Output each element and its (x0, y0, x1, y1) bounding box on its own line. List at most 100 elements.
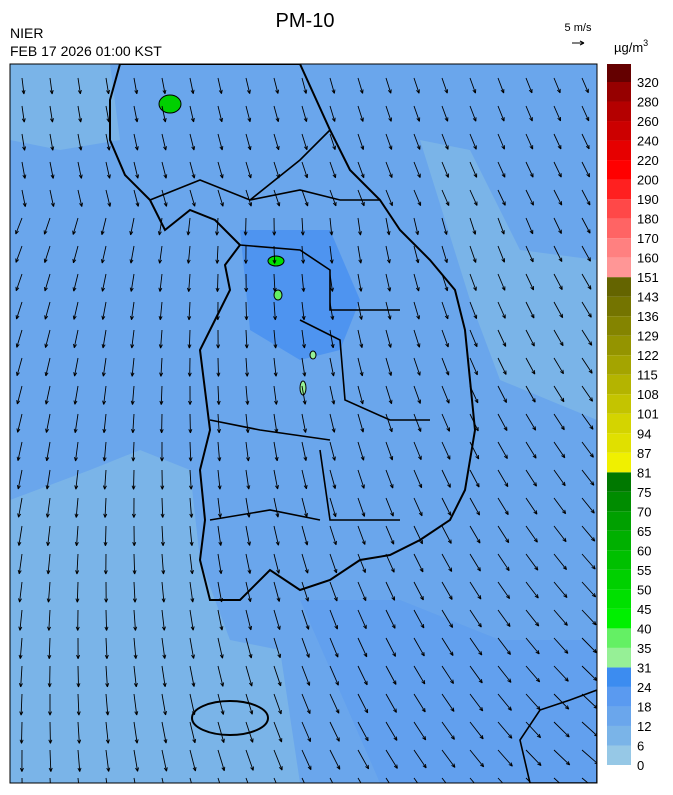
wind-arrow (385, 497, 394, 517)
wind-arrow (18, 609, 23, 631)
wind-arrow (553, 553, 568, 571)
wind-arrow (21, 161, 27, 179)
wind-arrow (130, 357, 135, 377)
wind-arrow (301, 749, 312, 771)
wind-arrow (189, 581, 195, 603)
wind-arrow (441, 581, 453, 600)
colorbar-segment (607, 394, 631, 414)
wind-arrow (133, 161, 140, 179)
wind-arrow (329, 525, 337, 546)
wind-arrow (273, 161, 280, 179)
wind-arrow (413, 161, 421, 178)
colorbar-label: 12 (637, 719, 651, 734)
wind-arrow (49, 161, 55, 179)
japan-coast (519, 689, 597, 783)
wind-arrow (329, 497, 337, 518)
wind-arrow (216, 385, 221, 405)
wind-arrow (217, 161, 224, 179)
wind-arrow (301, 497, 308, 518)
colorbar-segment (607, 316, 631, 336)
wind-arrow (525, 245, 534, 263)
wind-arrow (245, 161, 252, 179)
wind-arrow (497, 189, 506, 206)
wind-arrow (72, 245, 79, 264)
wind-arrow (329, 553, 338, 574)
wind-arrow (357, 749, 370, 770)
wind-arrow (581, 133, 590, 150)
wind-arrow (581, 441, 594, 458)
wind-arrow (131, 441, 136, 462)
wind-arrow (132, 553, 137, 575)
wind-arrow (441, 497, 452, 516)
wind-arrow (441, 525, 452, 544)
wind-arrow (21, 777, 23, 783)
wind-arrow (469, 189, 478, 206)
wind-arrow (469, 777, 475, 783)
wind-arrow (217, 665, 225, 687)
colorbar-segment (607, 82, 631, 102)
wind-arrow (301, 637, 310, 658)
wind-arrow (15, 329, 23, 348)
wind-arrow (16, 413, 23, 433)
hotspot (309, 350, 317, 360)
wind-arrow (497, 609, 511, 628)
wind-arrow (525, 273, 535, 291)
wind-arrow (469, 105, 477, 122)
wind-arrow (245, 413, 250, 434)
wind-arrow (441, 385, 450, 404)
wind-arrow (413, 329, 421, 348)
colorbar-label: 18 (637, 699, 651, 714)
wind-arrow (497, 721, 513, 739)
jeju-island (191, 700, 269, 736)
colorbar-label: 45 (637, 602, 651, 617)
wind-arrow (187, 329, 192, 349)
wind-arrow (217, 609, 224, 631)
wind-arrow (497, 581, 511, 600)
wind-arrow (159, 385, 164, 405)
wind-arrow (243, 217, 248, 236)
wind-arrow (301, 133, 308, 151)
wind-arrow (217, 189, 224, 207)
wind-arrow (273, 385, 278, 405)
wind-arrow (186, 273, 191, 292)
wind-arrow (441, 133, 449, 150)
wind-arrow (77, 749, 82, 772)
wind-arrow (16, 469, 23, 490)
wind-arrow (105, 77, 111, 95)
wind-arrow (553, 525, 567, 543)
wind-arrow (469, 329, 478, 348)
wind-arrow (357, 581, 367, 602)
wind-arrow (357, 441, 365, 461)
wind-arrow (245, 777, 249, 783)
colorbar-segment (607, 160, 631, 180)
wind-arrow (16, 357, 23, 377)
wind-arrow (525, 469, 537, 487)
wind-arrow (553, 721, 570, 738)
wind-arrow (273, 133, 280, 151)
wind-arrow (301, 777, 305, 783)
wind-arrow (158, 245, 163, 264)
wind-arrow (553, 329, 564, 347)
wind-arrow (273, 77, 280, 94)
wind-arrow (273, 637, 282, 659)
wind-arrow (441, 413, 450, 432)
wind-arrow (189, 693, 196, 716)
wind-arrow (105, 133, 111, 151)
wind-arrow (581, 553, 596, 570)
wind-arrow (357, 693, 369, 714)
wind-arrow (385, 273, 392, 292)
wind-arrow (301, 273, 306, 292)
wind-scale-label: 5 m/s (565, 22, 592, 34)
colorbar-segment (607, 491, 631, 512)
wind-scale-arrowhead (579, 40, 585, 46)
wind-arrow (273, 189, 281, 207)
wind-arrow (72, 301, 79, 320)
wind-arrow (525, 385, 536, 403)
wind-arrow (525, 637, 540, 655)
wind-arrow (553, 245, 563, 263)
colorbar-segment (607, 238, 631, 258)
wind-arrow (525, 413, 537, 431)
wind-arrow (45, 469, 51, 490)
wind-arrow (243, 245, 248, 264)
wind-arrow (133, 189, 140, 207)
